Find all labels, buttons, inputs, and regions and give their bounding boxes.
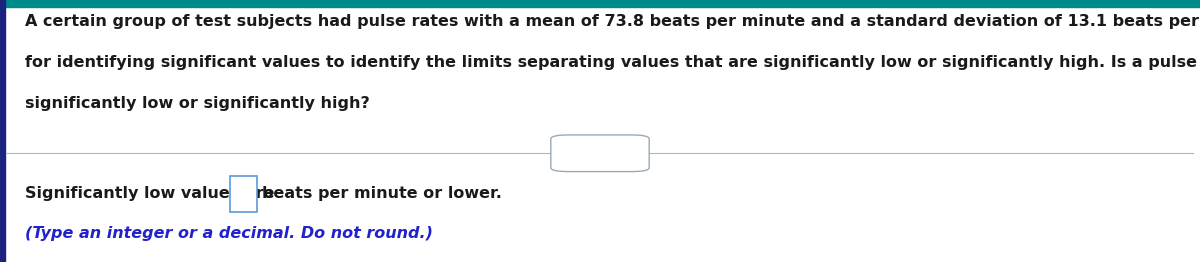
Text: A certain group of test subjects had pulse rates with a mean of 73.8 beats per m: A certain group of test subjects had pul… [25, 14, 1200, 29]
Text: (Type an integer or a decimal. Do not round.): (Type an integer or a decimal. Do not ro… [25, 226, 433, 241]
Text: for identifying significant values to identify the limits separating values that: for identifying significant values to id… [25, 55, 1200, 70]
Text: • • •: • • • [589, 149, 611, 158]
Text: Significantly low values are: Significantly low values are [25, 186, 281, 201]
Text: significantly low or significantly high?: significantly low or significantly high? [25, 96, 370, 111]
Text: beats per minute or lower.: beats per minute or lower. [262, 186, 502, 201]
